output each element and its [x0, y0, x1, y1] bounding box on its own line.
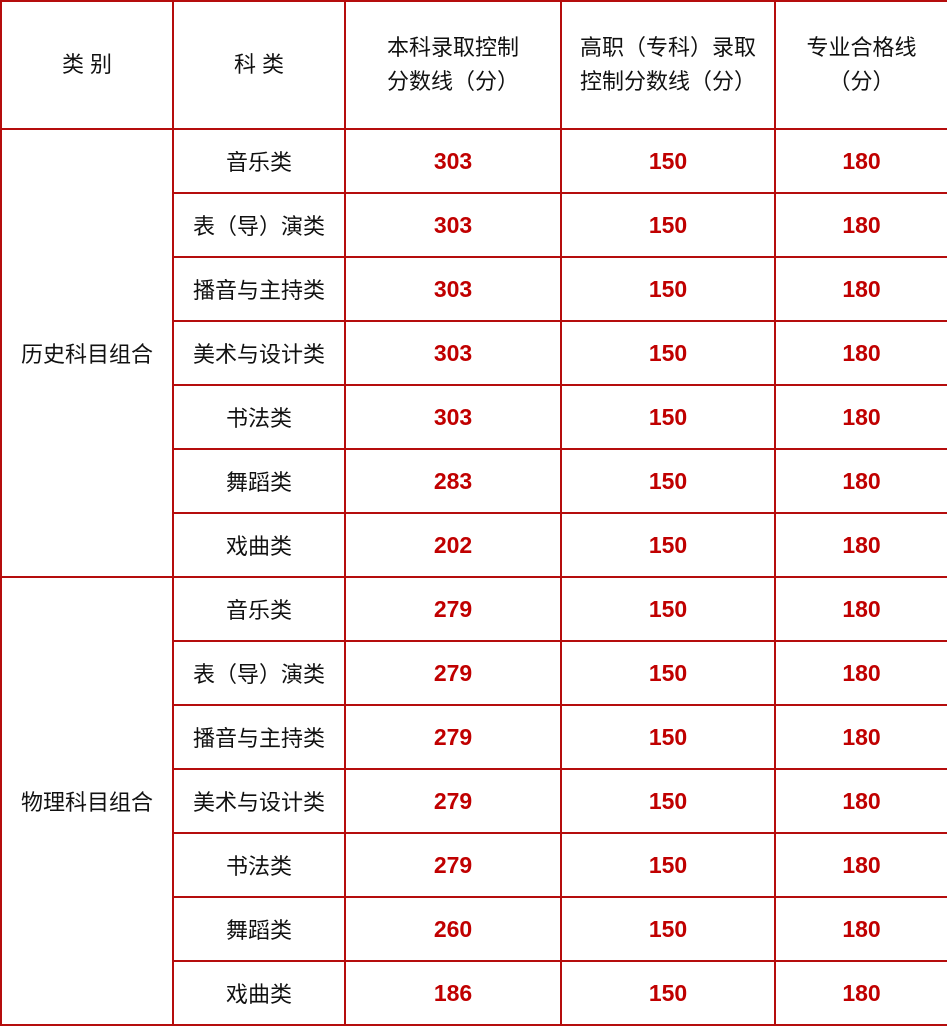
- table-row: 物理科目组合 音乐类 279 150 180: [0, 576, 947, 1026]
- table-row: 美术与设计类 279 150 180: [1, 768, 947, 834]
- qualify-score: 180: [774, 640, 947, 706]
- bachelor-score: 279: [344, 704, 562, 770]
- qualify-score: 180: [774, 960, 947, 1026]
- qualify-score: 180: [774, 704, 947, 770]
- vocational-score: 150: [560, 704, 776, 770]
- header-qualify-line: 专业合格线 （分）: [774, 0, 947, 130]
- header-category: 类 别: [0, 0, 174, 130]
- table-row: 舞蹈类 283 150 180: [1, 448, 947, 514]
- table-row: 书法类 303 150 180: [1, 384, 947, 450]
- bachelor-score: 186: [344, 960, 562, 1026]
- table-row: 播音与主持类 279 150 180: [1, 704, 947, 770]
- bachelor-score: 260: [344, 896, 562, 962]
- vocational-score: 150: [560, 576, 776, 642]
- subject-cell: 表（导）演类: [172, 192, 346, 258]
- bachelor-score: 303: [344, 384, 562, 450]
- vocational-score: 150: [560, 768, 776, 834]
- vocational-score: 150: [560, 320, 776, 386]
- table-row: 美术与设计类 303 150 180: [1, 320, 947, 386]
- header-subject: 科 类: [172, 0, 346, 130]
- table-row: 播音与主持类 303 150 180: [1, 256, 947, 322]
- subject-cell: 美术与设计类: [172, 768, 346, 834]
- vocational-score: 150: [560, 896, 776, 962]
- subject-cell: 播音与主持类: [172, 704, 346, 770]
- subject-cell: 表（导）演类: [172, 640, 346, 706]
- table-row: 戏曲类 202 150 180: [1, 512, 947, 578]
- bachelor-score: 303: [344, 192, 562, 258]
- subject-cell: 书法类: [172, 832, 346, 898]
- qualify-score: 180: [774, 256, 947, 322]
- qualify-score: 180: [774, 320, 947, 386]
- subject-cell: 播音与主持类: [172, 256, 346, 322]
- header-vocational-line: 高职（专科）录取 控制分数线（分）: [560, 0, 776, 130]
- bachelor-score: 279: [344, 576, 562, 642]
- vocational-score: 150: [560, 512, 776, 578]
- qualify-score: 180: [774, 192, 947, 258]
- bachelor-score: 279: [344, 768, 562, 834]
- subject-cell: 美术与设计类: [172, 320, 346, 386]
- table-row: 表（导）演类 279 150 180: [1, 640, 947, 706]
- table-row: 舞蹈类 260 150 180: [1, 896, 947, 962]
- qualify-score: 180: [774, 448, 947, 514]
- subject-cell: 戏曲类: [172, 960, 346, 1026]
- subject-cell: 戏曲类: [172, 512, 346, 578]
- table-row: 表（导）演类 303 150 180: [1, 192, 947, 258]
- bachelor-score: 279: [344, 832, 562, 898]
- vocational-score: 150: [560, 448, 776, 514]
- vocational-score: 150: [560, 128, 776, 194]
- qualify-score: 180: [774, 384, 947, 450]
- vocational-score: 150: [560, 384, 776, 450]
- vocational-score: 150: [560, 256, 776, 322]
- bachelor-score: 303: [344, 320, 562, 386]
- vocational-score: 150: [560, 640, 776, 706]
- category-cell: 物理科目组合: [0, 576, 174, 1026]
- header-row: 类 别科 类本科录取控制 分数线（分） 高职（专科）录取 控制分数线（分） 专业合格线（…: [0, 0, 947, 130]
- qualify-score: 180: [774, 128, 947, 194]
- table-row: 戏曲类 186 150 180: [1, 960, 947, 1026]
- bachelor-score: 202: [344, 512, 562, 578]
- qualify-score: 180: [774, 832, 947, 898]
- subject-cell: 舞蹈类: [172, 448, 346, 514]
- header-bachelor-line: 本科录取控制 分数线（分）: [344, 0, 562, 130]
- table-row: 书法类 279 150 180: [1, 832, 947, 898]
- bachelor-score: 279: [344, 640, 562, 706]
- table-row: 历史科目组合 音乐类 303 150 180: [0, 128, 947, 578]
- bachelor-score: 303: [344, 128, 562, 194]
- subject-cell: 音乐类: [172, 576, 346, 642]
- qualify-score: 180: [774, 576, 947, 642]
- qualify-score: 180: [774, 896, 947, 962]
- vocational-score: 150: [560, 192, 776, 258]
- vocational-score: 150: [560, 832, 776, 898]
- qualify-score: 180: [774, 512, 947, 578]
- bachelor-score: 303: [344, 256, 562, 322]
- subject-cell: 音乐类: [172, 128, 346, 194]
- category-cell: 历史科目组合: [0, 128, 174, 578]
- subject-cell: 书法类: [172, 384, 346, 450]
- bachelor-score: 283: [344, 448, 562, 514]
- subject-cell: 舞蹈类: [172, 896, 346, 962]
- qualify-score: 180: [774, 768, 947, 834]
- vocational-score: 150: [560, 960, 776, 1026]
